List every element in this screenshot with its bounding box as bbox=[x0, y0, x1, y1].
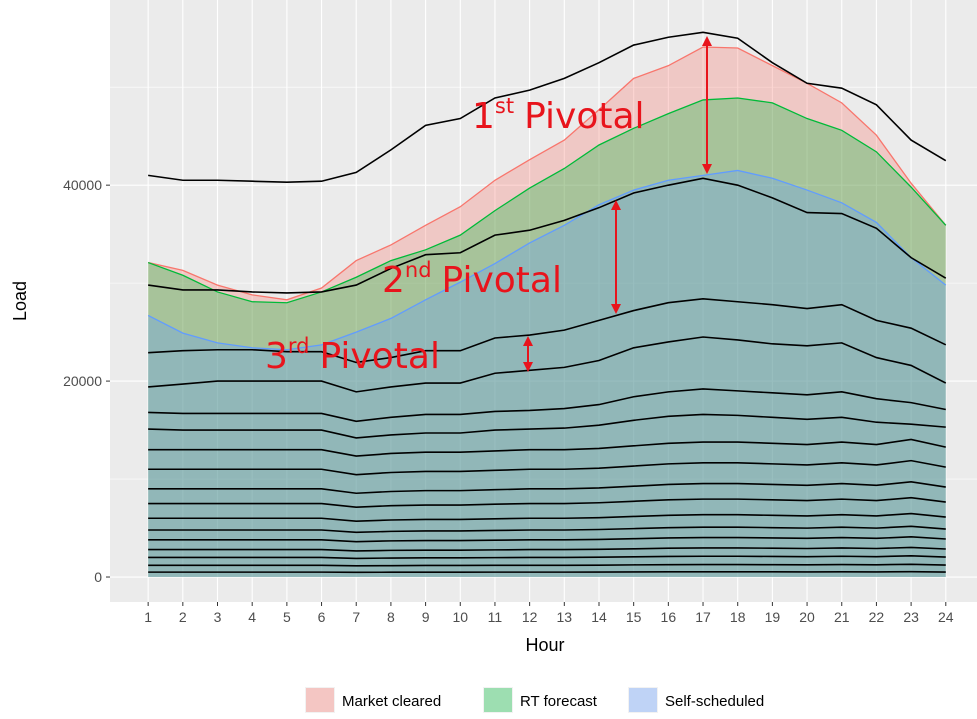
line bbox=[148, 525, 946, 534]
x-tick-label: 21 bbox=[834, 609, 850, 625]
line bbox=[148, 388, 946, 423]
line bbox=[148, 536, 946, 543]
x-tick-label: 17 bbox=[695, 609, 711, 625]
x-tick-label: 13 bbox=[557, 609, 573, 625]
legend-swatch bbox=[484, 688, 512, 712]
line bbox=[148, 563, 946, 567]
line bbox=[148, 31, 947, 184]
x-tick-label: 23 bbox=[903, 609, 919, 625]
x-tick-label: 19 bbox=[765, 609, 781, 625]
area-outline bbox=[147, 97, 947, 304]
line bbox=[148, 413, 946, 439]
y-tick-label: 0 bbox=[94, 569, 102, 585]
line bbox=[148, 480, 946, 495]
x-tick-label: 3 bbox=[214, 609, 222, 625]
x-tick-label: 4 bbox=[248, 609, 256, 625]
x-tick-label: 6 bbox=[318, 609, 326, 625]
x-tick-label: 20 bbox=[799, 609, 815, 625]
area bbox=[148, 170, 946, 578]
x-tick-label: 2 bbox=[179, 609, 187, 625]
y-axis-title: Load bbox=[10, 281, 30, 321]
x-tick-label: 22 bbox=[869, 609, 885, 625]
legend-swatch bbox=[306, 688, 334, 712]
area-outline bbox=[147, 169, 947, 351]
plot-panel bbox=[110, 0, 977, 602]
area bbox=[148, 97, 946, 578]
x-tick-label: 11 bbox=[488, 609, 503, 625]
x-tick-label: 8 bbox=[387, 609, 395, 625]
area bbox=[148, 47, 946, 578]
x-tick-label: 7 bbox=[352, 609, 360, 625]
x-tick-label: 24 bbox=[938, 609, 954, 625]
line bbox=[148, 570, 946, 574]
x-tick-label: 14 bbox=[591, 609, 607, 625]
line bbox=[148, 555, 946, 560]
annotation: 1st Pivotal bbox=[472, 94, 645, 137]
legend-key bbox=[305, 687, 335, 713]
line bbox=[148, 459, 946, 476]
x-tick-label: 9 bbox=[422, 609, 430, 625]
line bbox=[148, 177, 947, 294]
line bbox=[148, 512, 946, 522]
annotation: 3rd Pivotal bbox=[265, 334, 440, 377]
legend-label: Self-scheduled bbox=[665, 693, 764, 710]
legend-label: Market cleared bbox=[342, 693, 441, 710]
x-tick-label: 10 bbox=[452, 609, 468, 625]
x-tick-label: 5 bbox=[283, 609, 291, 625]
line bbox=[148, 297, 947, 364]
x-tick-label: 12 bbox=[522, 609, 538, 625]
line bbox=[148, 438, 946, 457]
y-tick-label: 20000 bbox=[63, 373, 102, 389]
annotation: 2nd Pivotal bbox=[382, 258, 562, 301]
x-tick-label: 1 bbox=[144, 609, 152, 625]
y-tick-label: 40000 bbox=[63, 177, 102, 193]
line bbox=[148, 336, 947, 393]
legend-key bbox=[483, 687, 513, 713]
legend-key bbox=[628, 687, 658, 713]
legend-label: RT forecast bbox=[520, 693, 598, 710]
x-tick-label: 16 bbox=[661, 609, 677, 625]
line bbox=[148, 496, 946, 508]
x-axis-title: Hour bbox=[525, 635, 564, 655]
area-outline bbox=[148, 46, 947, 301]
x-tick-label: 15 bbox=[626, 609, 642, 625]
line bbox=[148, 546, 946, 552]
x-tick-label: 18 bbox=[730, 609, 746, 625]
legend-swatch bbox=[629, 688, 657, 712]
